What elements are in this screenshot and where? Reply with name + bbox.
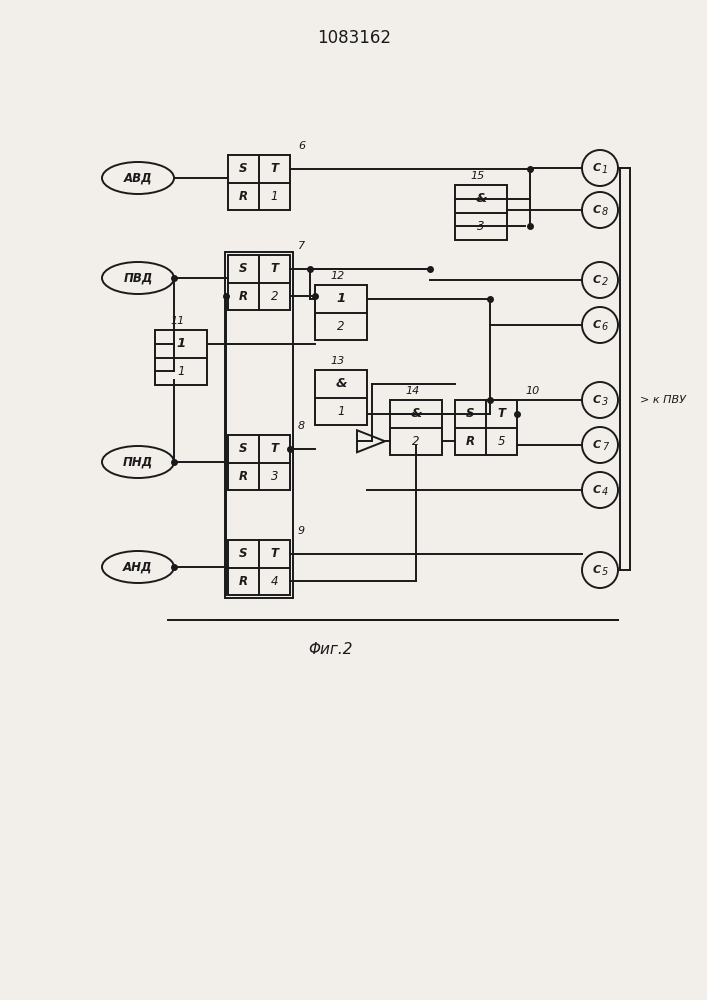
Text: Φиг.2: Φиг.2 [308, 643, 352, 658]
Text: C: C [593, 275, 601, 285]
Text: C: C [593, 163, 601, 173]
Text: 7: 7 [298, 241, 305, 251]
Text: 1: 1 [177, 365, 185, 378]
Text: 5: 5 [498, 435, 506, 448]
Text: 1: 1 [602, 165, 608, 175]
Text: 3: 3 [477, 220, 485, 233]
Text: T: T [271, 547, 279, 560]
Bar [228, 540, 290, 595]
Text: 1: 1 [337, 292, 346, 305]
Text: T: T [271, 442, 279, 455]
Text: R: R [239, 575, 248, 588]
Text: 11: 11 [170, 316, 185, 326]
Text: 1: 1 [271, 190, 279, 203]
Text: C: C [593, 395, 601, 405]
Text: R: R [466, 435, 475, 448]
Text: 8: 8 [602, 207, 608, 217]
Text: R: R [239, 470, 248, 483]
Text: S: S [239, 262, 247, 275]
Text: 10: 10 [525, 386, 539, 396]
Text: 2: 2 [271, 290, 279, 303]
Text: ПВД: ПВД [123, 271, 153, 284]
Text: 6: 6 [298, 141, 305, 151]
Text: 5: 5 [602, 567, 608, 577]
Text: &: & [475, 192, 486, 205]
Bar [228, 155, 290, 210]
Bar [390, 400, 442, 455]
Bar [455, 400, 517, 455]
Text: T: T [271, 262, 279, 275]
Text: 1083162: 1083162 [317, 29, 391, 47]
Text: АНД: АНД [123, 560, 153, 574]
Text: 1: 1 [337, 405, 345, 418]
Text: C: C [593, 320, 601, 330]
Bar [315, 370, 367, 425]
Text: &: & [335, 377, 346, 390]
Text: 4: 4 [271, 575, 279, 588]
Text: 8: 8 [298, 421, 305, 431]
Text: 2: 2 [337, 320, 345, 333]
Text: T: T [271, 162, 279, 175]
Bar [228, 435, 290, 490]
Text: C: C [593, 440, 601, 450]
Text: 13: 13 [331, 356, 345, 366]
Text: 2: 2 [602, 277, 608, 287]
Bar [455, 185, 507, 240]
Text: S: S [466, 407, 474, 420]
Text: T: T [498, 407, 506, 420]
Bar [225, 252, 293, 598]
Text: 3: 3 [271, 470, 279, 483]
Text: 7: 7 [602, 442, 608, 452]
Text: R: R [239, 290, 248, 303]
Text: 14: 14 [406, 386, 420, 396]
Text: 3: 3 [602, 397, 608, 407]
Bar [155, 330, 207, 385]
Text: C: C [593, 485, 601, 495]
Text: 1: 1 [176, 337, 186, 350]
Text: &: & [410, 407, 422, 420]
Text: S: S [239, 547, 247, 560]
Text: S: S [239, 442, 247, 455]
Text: C: C [593, 205, 601, 215]
Text: 12: 12 [331, 271, 345, 281]
Text: АВД: АВД [124, 172, 152, 184]
Text: > к ПВУ: > к ПВУ [640, 395, 686, 405]
Text: R: R [239, 190, 248, 203]
Text: S: S [239, 162, 247, 175]
Text: 6: 6 [602, 322, 608, 332]
Bar [228, 255, 290, 310]
Text: 4: 4 [602, 487, 608, 497]
Text: C: C [593, 565, 601, 575]
Text: 15: 15 [471, 171, 485, 181]
Bar [315, 285, 367, 340]
Text: 9: 9 [298, 526, 305, 536]
Text: 2: 2 [412, 435, 420, 448]
Text: ПНД: ПНД [123, 456, 153, 468]
